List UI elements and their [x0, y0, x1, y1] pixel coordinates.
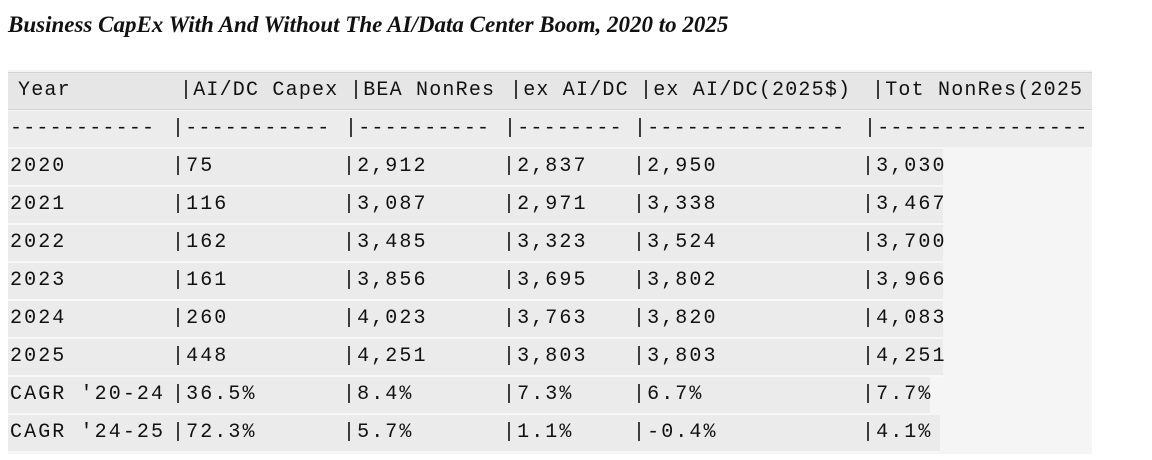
table-cell: |3,820 — [633, 307, 718, 330]
title: Business CapEx With And Without The AI/D… — [8, 12, 729, 37]
table-cell: |260 — [172, 307, 229, 330]
table-cell: |75 — [172, 155, 215, 178]
table-cell: |8.4% — [343, 383, 414, 406]
separator: |--------------- — [634, 117, 846, 140]
table-row: CAGR '20-24 |36.5% |8.4% |7.3% |6.7% |7.7% — [8, 377, 930, 415]
table-cell: |1.1% — [503, 421, 574, 444]
table-cell: |161 — [172, 269, 229, 292]
table-cell: |2,971 — [503, 193, 588, 216]
table-cell: |2,950 — [633, 155, 718, 178]
table-cell: |7.3% — [503, 383, 574, 406]
table-cell: |3,966 — [862, 269, 947, 292]
table-cell: |5.7% — [343, 421, 414, 444]
table-cell: |7.7% — [862, 383, 933, 406]
table-cell: |3,856 — [343, 269, 428, 292]
table-cell: |3,485 — [343, 231, 428, 254]
table-cell: 2023 — [10, 269, 67, 292]
table-cell: |4,251 — [343, 345, 428, 368]
separator: ----------- — [10, 117, 156, 140]
table-cell: CAGR '20-24 — [10, 383, 166, 406]
table-row: 2025 |448 |4,251 |3,803 |3,803 |4,251 — [8, 339, 945, 377]
table-cell: |3,763 — [503, 307, 588, 330]
separator: |---------- — [345, 117, 491, 140]
table-cell: |6.7% — [633, 383, 704, 406]
table-cell: |4,251 — [862, 345, 947, 368]
table-row: 2024 |260 |4,023 |3,763 |3,820 |4,083 — [8, 301, 945, 339]
table-cell: |448 — [172, 345, 229, 368]
table-cell: 2022 — [10, 231, 67, 254]
table: Year |AI/DC Capex |BEA NonRes |ex AI/DC |ex … — [8, 70, 1092, 454]
table-cell: |3,030 — [862, 155, 947, 178]
separator: |-------- — [504, 117, 623, 140]
column-header: |Tot NonRes(2025 — [872, 79, 1084, 102]
column-header: |ex AI/DC — [510, 79, 629, 102]
table-cell: |3,802 — [633, 269, 718, 292]
table-cell: |3,695 — [503, 269, 588, 292]
table-cell: |3,803 — [503, 345, 588, 368]
table-cell: |116 — [172, 193, 229, 216]
table-cell: |4.1% — [862, 421, 933, 444]
separator-row: ----------- |----------- |---------- |-----… — [8, 111, 1092, 147]
table-cell: |36.5% — [172, 383, 257, 406]
table-cell: |3,803 — [633, 345, 718, 368]
table-cell: 2020 — [10, 155, 67, 178]
column-header: |BEA NonRes — [350, 79, 496, 102]
table-row: CAGR '24-25 |72.3% |5.7% |1.1% |-0.4% |4.1% — [8, 415, 940, 453]
table-row: 2022 |162 |3,485 |3,323 |3,524 |3,700 — [8, 225, 945, 263]
table-cell: |-0.4% — [633, 421, 718, 444]
column-header: |ex AI/DC(2025$) — [640, 79, 852, 102]
table-cell: 2021 — [10, 193, 67, 216]
table-cell: |2,912 — [343, 155, 428, 178]
table-cell: |162 — [172, 231, 229, 254]
table-cell: |2,837 — [503, 155, 588, 178]
header-row: Year |AI/DC Capex |BEA NonRes |ex AI/DC |ex … — [8, 72, 1092, 110]
separator: |----------- — [172, 117, 331, 140]
table-cell: 2025 — [10, 345, 67, 368]
table-row: 2021 |116 |3,087 |2,971 |3,338 |3,467 — [8, 187, 945, 225]
table-cell: |3,700 — [862, 231, 947, 254]
table-cell: |4,023 — [343, 307, 428, 330]
column-header: |AI/DC Capex — [180, 79, 339, 102]
table-cell: |3,087 — [343, 193, 428, 216]
table-cell: |3,338 — [633, 193, 718, 216]
table-row: 2023 |161 |3,856 |3,695 |3,802 |3,966 — [8, 263, 945, 301]
table-cell: |4,083 — [862, 307, 947, 330]
table-cell: |3,467 — [862, 193, 947, 216]
table-cell: |3,323 — [503, 231, 588, 254]
table-cell: |72.3% — [172, 421, 257, 444]
separator: |---------------- — [864, 117, 1089, 140]
table-cell: |3,524 — [633, 231, 718, 254]
table-row: 2020 |75 |2,912 |2,837 |2,950 |3,030 — [8, 149, 945, 187]
column-header: Year — [18, 79, 71, 102]
table-cell: 2024 — [10, 307, 67, 330]
table-cell: CAGR '24-25 — [10, 421, 166, 444]
